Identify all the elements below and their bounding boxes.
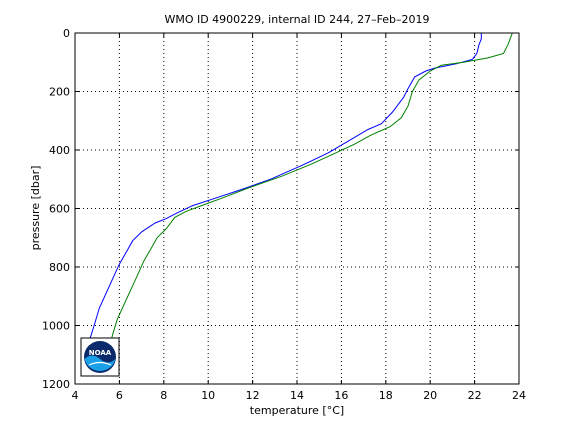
noaa-logo: NOAA — [80, 337, 120, 377]
x-tick-label: 10 — [201, 389, 215, 402]
x-axis-label: temperature [°C] — [250, 404, 344, 417]
svg-text:NOAA: NOAA — [89, 349, 112, 357]
y-axis-label: pressure [dbar] — [29, 166, 42, 251]
chart-title: WMO ID 4900229, internal ID 244, 27–Feb–… — [164, 13, 429, 26]
series-line-2 — [110, 32, 513, 344]
x-tick-label: 6 — [116, 389, 123, 402]
x-tick-label: 24 — [512, 389, 526, 402]
series-layer — [87, 32, 513, 344]
y-tick-label: 800 — [49, 261, 70, 274]
grid — [75, 33, 519, 384]
y-tick-label: 600 — [49, 203, 70, 216]
ticks: 4 6 8 10 12 14 16 18 20 22 24 0 200 400 600 800 1000 1200 — [42, 27, 526, 402]
x-tick-label: 20 — [423, 389, 437, 402]
x-tick-label: 22 — [468, 389, 482, 402]
x-tick-label: 12 — [246, 389, 260, 402]
y-tick-label: 0 — [63, 27, 70, 40]
x-tick-label: 16 — [334, 389, 348, 402]
y-tick-label: 1200 — [42, 378, 70, 391]
y-tick-label: 200 — [49, 86, 70, 99]
y-tick-label: 1000 — [42, 320, 70, 333]
x-tick-label: 18 — [379, 389, 393, 402]
x-tick-label: 14 — [290, 389, 304, 402]
x-tick-label: 4 — [72, 389, 79, 402]
y-tick-label: 400 — [49, 144, 70, 157]
x-tick-label: 8 — [160, 389, 167, 402]
series-line-1 — [87, 33, 482, 344]
